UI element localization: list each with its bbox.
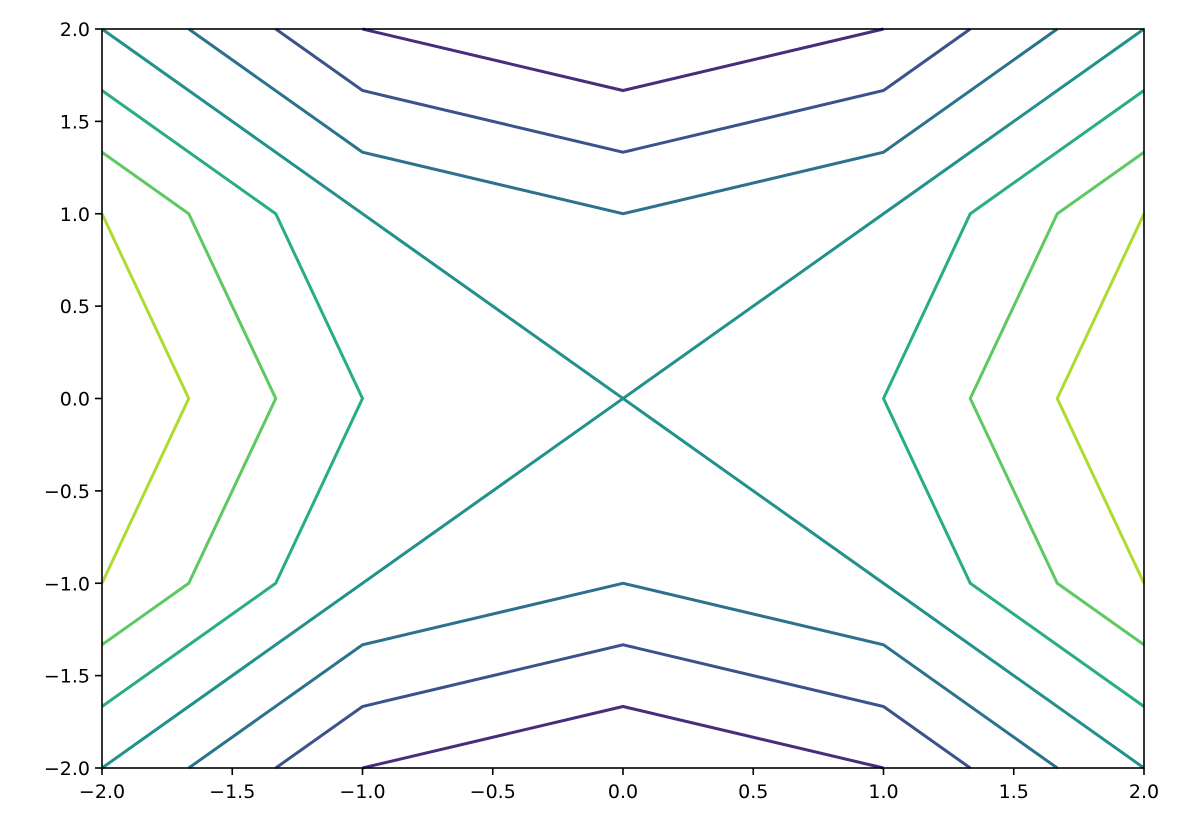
y-tick-label: −0.5 bbox=[44, 481, 90, 503]
contour-line-level--3 bbox=[362, 27, 884, 93]
y-tick-label: 0.5 bbox=[60, 296, 90, 318]
y-axis: −2.0 −1.5 −1.0 −0.5 0.0 0.5 1.0 1.5 2.0 bbox=[44, 19, 102, 780]
x-tick-label: 1.0 bbox=[868, 781, 898, 803]
x-tick-label: −0.5 bbox=[470, 781, 516, 803]
x-tick-label: 0.0 bbox=[608, 781, 638, 803]
x-tick-label: 2.0 bbox=[1129, 781, 1159, 803]
contour-line-level--1 bbox=[187, 581, 1059, 770]
y-tick-label: 2.0 bbox=[60, 19, 90, 41]
x-tick-label: −2.0 bbox=[79, 781, 125, 803]
y-tick-label: 0.0 bbox=[60, 389, 90, 411]
x-tick-label: 0.5 bbox=[738, 781, 768, 803]
contour-line-level--1 bbox=[187, 27, 1059, 216]
x-axis: −2.0 −1.5 −1.0 −0.5 0.0 0.5 1.0 1.5 2.0 bbox=[79, 768, 1159, 803]
contour-line-level--2 bbox=[274, 27, 972, 154]
contour-line-level-3 bbox=[100, 213, 191, 584]
y-tick-label: 1.0 bbox=[60, 204, 90, 226]
contour-line-level-1 bbox=[101, 89, 365, 708]
y-tick-label: −1.5 bbox=[44, 666, 90, 688]
contour-line-level-0 bbox=[101, 27, 1145, 770]
contour-line-level-2 bbox=[101, 151, 278, 646]
x-tick-label: 1.5 bbox=[999, 781, 1029, 803]
x-tick-label: −1.5 bbox=[209, 781, 255, 803]
y-tick-label: 1.5 bbox=[60, 111, 90, 133]
y-tick-label: −1.0 bbox=[44, 573, 90, 595]
contour-line-level-1 bbox=[881, 89, 1145, 708]
y-tick-label: −2.0 bbox=[44, 758, 90, 780]
contour-lines bbox=[100, 27, 1146, 770]
contour-line-level--3 bbox=[362, 704, 884, 770]
contour-line-level--2 bbox=[274, 643, 972, 770]
x-tick-label: −1.0 bbox=[339, 781, 385, 803]
contour-line-level-3 bbox=[1055, 213, 1146, 584]
contour-line-level-2 bbox=[968, 151, 1145, 646]
